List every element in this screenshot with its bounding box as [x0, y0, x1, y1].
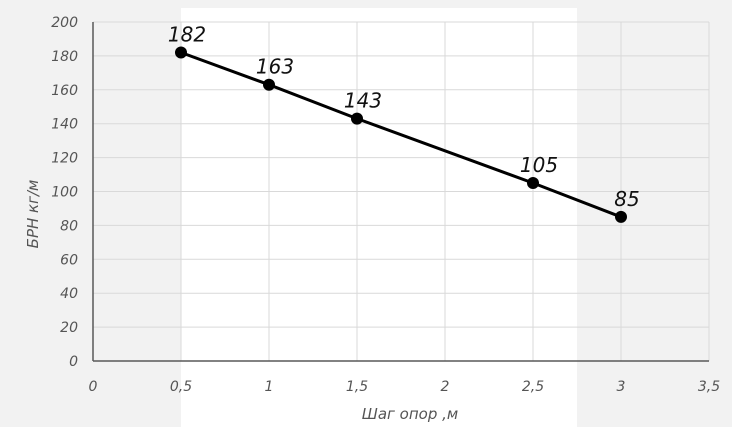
data-label-2: 143 — [344, 89, 382, 113]
x-tick-label-1: 0,5 — [170, 379, 192, 395]
y-tick-label-5: 100 — [51, 185, 78, 201]
y-tick-label-6: 120 — [51, 151, 78, 167]
grid-lines — [93, 21, 710, 361]
data-point-3 — [527, 177, 539, 190]
y-tick-label-1: 20 — [60, 320, 78, 336]
data-point-0 — [175, 46, 187, 59]
data-label-3: 105 — [520, 153, 558, 177]
band-top — [0, 0, 732, 8]
x-tick-label-2: 1 — [265, 379, 274, 395]
y-axis-title: БРН кг/м — [24, 180, 42, 249]
data-point-2 — [351, 112, 363, 125]
series-line-0 — [180, 51, 622, 219]
data-label-0: 182 — [168, 23, 206, 47]
x-tick-label-7: 3,5 — [698, 379, 720, 395]
y-tick-label-9: 180 — [51, 49, 78, 65]
data-point-4 — [615, 210, 627, 223]
x-tick-label-4: 2 — [441, 379, 450, 395]
band-left — [0, 0, 181, 427]
y-tick-label-8: 160 — [51, 83, 78, 99]
axes — [92, 22, 709, 362]
band-right — [577, 0, 732, 427]
data-label-1: 163 — [256, 55, 294, 79]
y-tick-label-4: 80 — [60, 218, 78, 234]
data-label-4: 85 — [614, 187, 639, 211]
x-tick-label-3: 1,5 — [346, 379, 368, 395]
x-tick-labels: 0 0,5 1 1,5 2 2,5 3 3,5 — [89, 379, 721, 395]
y-tick-label-0: 0 — [69, 354, 78, 370]
x-tick-label-5: 2,5 — [522, 379, 544, 395]
series-layer: 182 163 143 105 85 — [168, 23, 640, 223]
x-tick-label-6: 3 — [617, 379, 626, 395]
y-tick-label-2: 40 — [60, 286, 78, 302]
y-tick-label-3: 60 — [60, 252, 78, 268]
x-axis-title: Шаг опор ,м — [362, 405, 458, 423]
y-tick-labels: 0 20 40 60 80 100 120 140 160 180 200 — [51, 15, 78, 370]
x-tick-label-0: 0 — [89, 379, 98, 395]
data-point-1 — [263, 78, 275, 91]
y-tick-label-7: 140 — [51, 117, 78, 133]
y-tick-label-10: 200 — [51, 15, 78, 31]
